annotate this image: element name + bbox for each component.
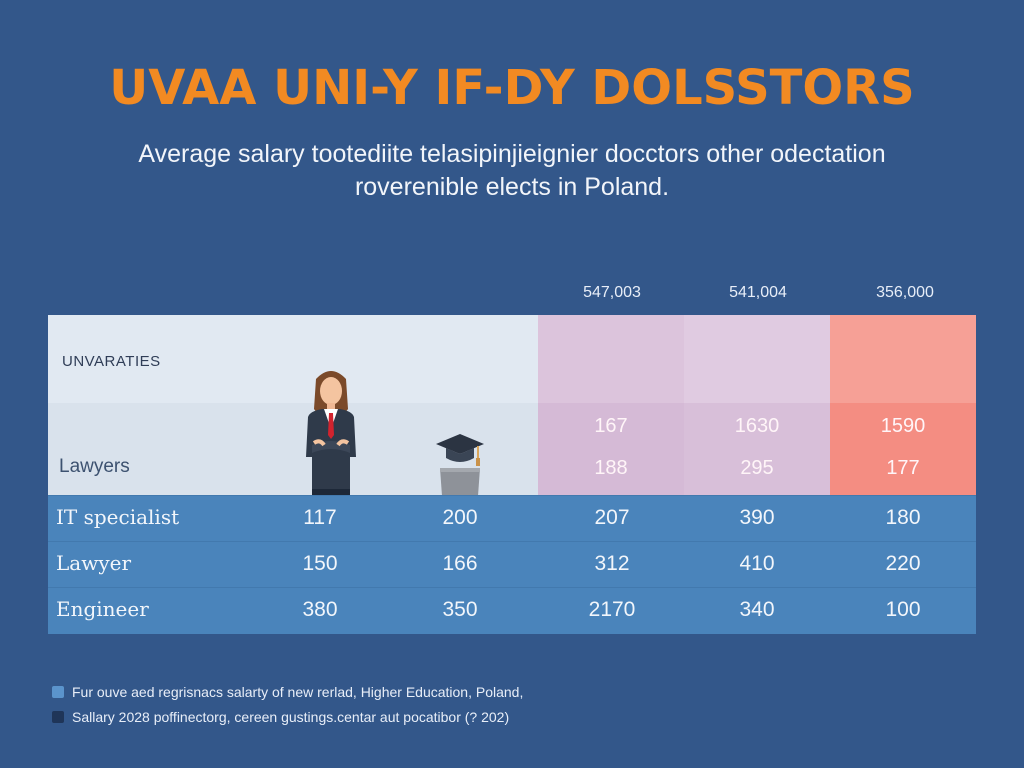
column-header-3: 356,000 — [876, 284, 934, 301]
pink-column-2: 1630 295 — [684, 315, 830, 495]
pink-cell: 188 — [594, 457, 628, 479]
table-cell: 2170 — [588, 598, 636, 621]
businesswoman-icon — [306, 371, 356, 495]
pink-cell: 167 — [594, 415, 628, 437]
subtitle-line-1: Average salary tootediite telasipinjieig… — [138, 140, 886, 168]
table-cell: 200 — [442, 506, 478, 529]
row-label: Lawyer — [56, 551, 132, 575]
table-cell: 390 — [739, 506, 775, 529]
table-cell: 180 — [885, 506, 921, 529]
table-cell: 207 — [594, 506, 630, 529]
legend-item-2: Sallary 2028 poffinectorg, cereen gustin… — [52, 709, 509, 725]
pink-cell: 295 — [740, 457, 774, 479]
column-header-2: 541,004 — [729, 284, 787, 301]
salmon-cell: 177 — [886, 457, 920, 479]
infographic-title: UVAA UNI-Y IF-DY DOLSSTORS — [109, 60, 915, 116]
legend-swatch-light-blue — [52, 686, 64, 698]
pink-column-1: 167 188 — [538, 315, 684, 495]
table-cell: 220 — [885, 552, 921, 575]
infographic-subtitle: Average salary tootediite telasipinjieig… — [60, 138, 964, 204]
salary-table: UNVARATIES Lawyers 167 188 — [48, 315, 976, 634]
table-cell: 380 — [302, 598, 338, 621]
pink-cell: 1630 — [734, 415, 780, 437]
row-label: Engineer — [56, 597, 149, 621]
table-cell: 340 — [739, 598, 775, 621]
table-header-panel: UNVARATIES Lawyers — [48, 315, 538, 496]
table-cell: 410 — [739, 552, 775, 575]
graduation-cap-icon — [436, 434, 484, 496]
row-label: IT specialist — [56, 505, 180, 529]
table-row: IT specialist 117 200 207 390 180 — [48, 495, 976, 542]
subtitle-line-2: roverenible elects in Poland. — [354, 173, 670, 201]
header-label-top: UNVARATIES — [62, 353, 161, 370]
table-row: Lawyer 150 166 312 410 220 — [48, 541, 976, 588]
legend-label: Sallary 2028 poffinectorg, cereen gustin… — [72, 709, 510, 725]
table-cell: 100 — [885, 598, 921, 621]
table-cell: 150 — [302, 552, 338, 575]
salmon-column-3: 1590 177 — [830, 315, 976, 495]
legend-label: Fur ouve aed regrisnacs salarty of new r… — [72, 684, 524, 700]
salmon-cell: 1590 — [880, 415, 926, 437]
header-label-section: Lawyers — [59, 456, 130, 477]
table-cell: 350 — [442, 598, 478, 621]
legend-item-1: Fur ouve aed regrisnacs salarty of new r… — [52, 684, 523, 700]
table-row: Engineer 380 350 2170 340 100 — [48, 587, 976, 634]
table-cell: 117 — [303, 506, 337, 529]
column-header-1: 547,003 — [583, 284, 641, 301]
table-cell: 312 — [594, 552, 630, 575]
table-cell: 166 — [442, 552, 478, 575]
legend-swatch-dark-navy — [52, 711, 64, 723]
